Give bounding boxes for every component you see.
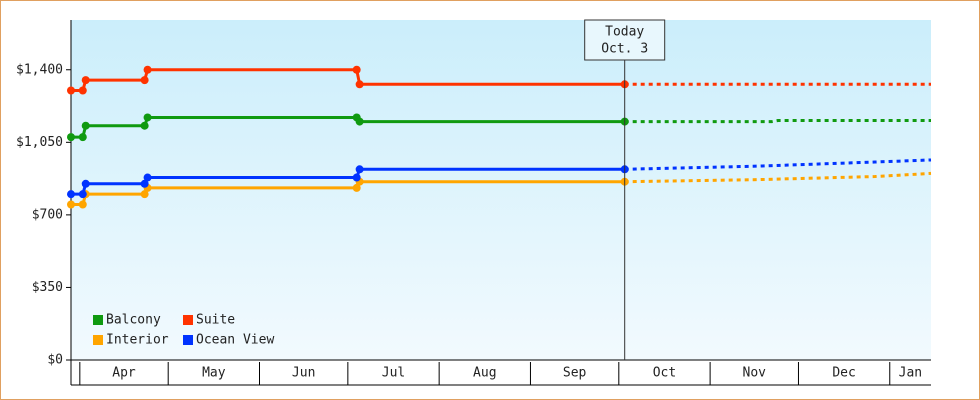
forecast-line bbox=[624, 171, 932, 184]
x-tick-label: Sep bbox=[563, 366, 587, 381]
price-point bbox=[81, 179, 90, 188]
price-point bbox=[352, 183, 361, 192]
x-tick-label: Apr bbox=[112, 366, 136, 381]
forecast-line bbox=[624, 119, 931, 124]
x-tick-label: Jan bbox=[899, 366, 922, 381]
x-tick-label: Dec bbox=[832, 366, 855, 381]
price-point bbox=[355, 165, 364, 174]
price-point bbox=[143, 173, 152, 182]
price-point bbox=[81, 121, 90, 130]
price-point bbox=[67, 133, 75, 142]
price-point bbox=[143, 113, 152, 122]
price-point bbox=[352, 173, 361, 182]
price-point bbox=[352, 65, 361, 74]
y-tick-label: $350 bbox=[32, 280, 63, 295]
x-tick-label: Jun bbox=[292, 366, 315, 381]
price-point bbox=[78, 133, 87, 142]
forecast-line bbox=[624, 158, 932, 171]
price-point bbox=[67, 200, 75, 209]
price-point bbox=[140, 190, 149, 199]
y-tick-label: $700 bbox=[32, 207, 63, 222]
legend-swatch bbox=[93, 335, 103, 345]
legend-label: Ocean View bbox=[196, 333, 274, 348]
legend-swatch bbox=[183, 315, 193, 325]
x-tick-label: Oct bbox=[653, 366, 676, 381]
price-point bbox=[143, 65, 152, 74]
x-tick-label: Jul bbox=[382, 366, 405, 381]
price-point bbox=[67, 86, 75, 95]
today-label: Oct. 3 bbox=[601, 42, 648, 57]
plot-area bbox=[71, 20, 931, 360]
x-tick-label: May bbox=[202, 366, 226, 381]
price-point bbox=[78, 200, 87, 209]
price-point bbox=[140, 179, 149, 188]
legend-swatch bbox=[183, 335, 193, 345]
price-point bbox=[140, 121, 149, 130]
legend-label: Suite bbox=[196, 313, 235, 328]
price-point bbox=[67, 190, 75, 199]
x-tick-label: Aug bbox=[473, 366, 496, 381]
price-point bbox=[355, 117, 364, 126]
y-tick-label: $0 bbox=[47, 353, 63, 368]
price-point bbox=[81, 76, 90, 85]
y-tick-label: $1,050 bbox=[16, 135, 63, 150]
x-tick-label: Nov bbox=[743, 366, 767, 381]
legend-label: Interior bbox=[106, 333, 169, 348]
today-label: Today bbox=[605, 25, 644, 40]
legend-swatch bbox=[93, 315, 103, 325]
price-point bbox=[78, 86, 87, 95]
price-point bbox=[78, 190, 87, 199]
price-point bbox=[355, 80, 364, 89]
y-tick-label: $1,400 bbox=[16, 62, 63, 77]
price-point bbox=[140, 76, 149, 85]
legend-label: Balcony bbox=[106, 313, 161, 328]
today-box bbox=[584, 19, 666, 61]
